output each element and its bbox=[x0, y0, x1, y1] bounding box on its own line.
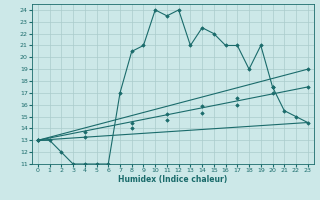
X-axis label: Humidex (Indice chaleur): Humidex (Indice chaleur) bbox=[118, 175, 228, 184]
